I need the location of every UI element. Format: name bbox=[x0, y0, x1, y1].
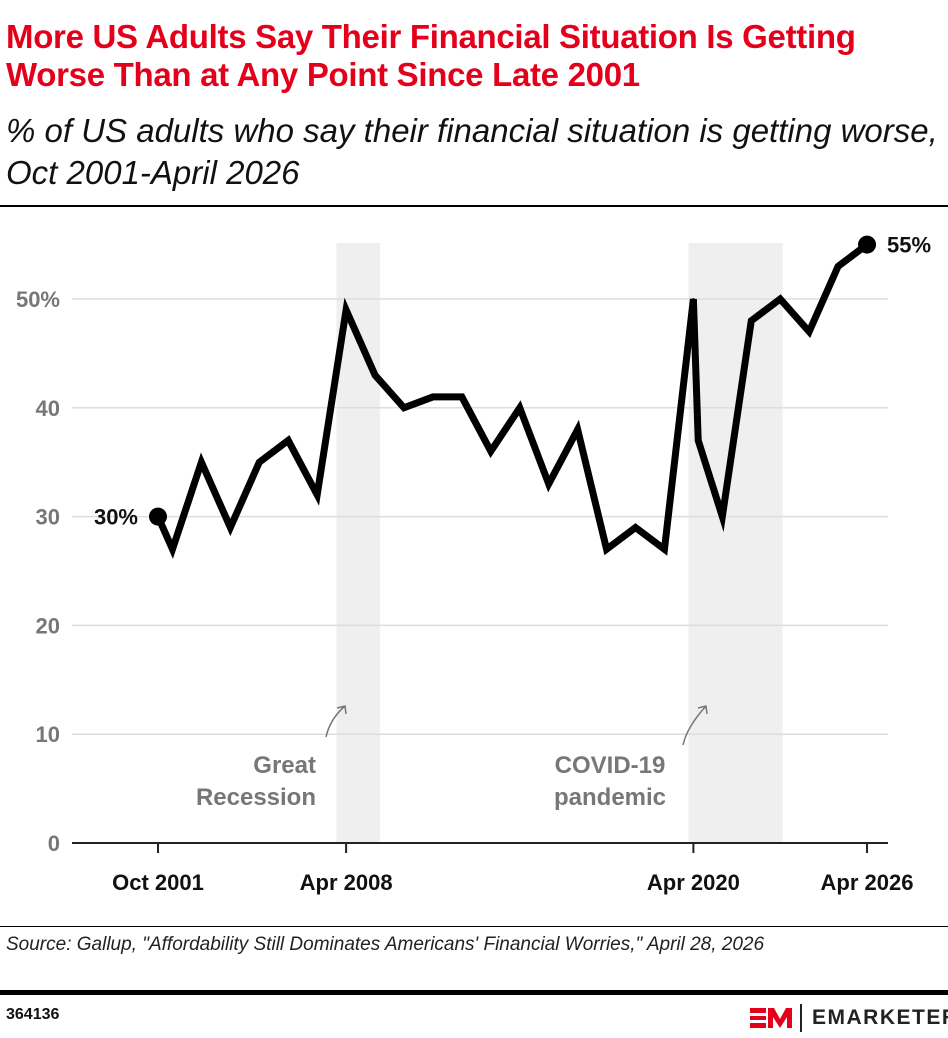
data-label: 30% bbox=[94, 505, 138, 530]
chart-subtitle: % of US adults who say their financial s… bbox=[6, 112, 938, 191]
data-point bbox=[229, 526, 232, 529]
data-point bbox=[663, 548, 666, 551]
data-point bbox=[460, 395, 463, 398]
chart-id: 364136 bbox=[6, 1006, 60, 1023]
data-point bbox=[576, 428, 579, 431]
x-tick-label: Apr 2020 bbox=[647, 870, 740, 895]
data-point bbox=[547, 482, 550, 485]
data-point bbox=[721, 515, 724, 518]
y-tick-label: 50% bbox=[16, 287, 60, 312]
header-divider bbox=[0, 205, 948, 207]
source-note: Source: Gallup, "Affordability Still Dom… bbox=[6, 934, 765, 955]
data-point bbox=[345, 308, 348, 311]
data-point bbox=[431, 395, 434, 398]
data-point bbox=[518, 406, 521, 409]
annotation-arrow bbox=[325, 705, 347, 738]
y-tick-label: 0 bbox=[48, 831, 60, 856]
data-point bbox=[374, 374, 377, 377]
y-tick-label: 10 bbox=[36, 722, 60, 747]
data-label: 55% bbox=[887, 233, 931, 258]
data-point bbox=[750, 319, 753, 322]
line-chart: 0 10 20 30 40 50% Oct 2001 Apr 2008 Apr 2020 Apr … bbox=[16, 233, 931, 895]
data-point bbox=[808, 330, 811, 333]
endpoint-marker bbox=[149, 507, 167, 526]
annotation-0: Great Recession bbox=[196, 752, 316, 811]
em-logo-icon bbox=[750, 1008, 792, 1028]
annotation-arrow bbox=[682, 705, 708, 746]
y-tick-label: 20 bbox=[36, 613, 60, 638]
data-point bbox=[634, 526, 637, 529]
y-tick-label: 40 bbox=[36, 396, 60, 421]
footer-divider bbox=[0, 990, 948, 995]
data-point bbox=[779, 298, 782, 300]
x-tick-label: Apr 2026 bbox=[821, 870, 914, 895]
shaded-period-1 bbox=[688, 243, 783, 843]
data-point bbox=[258, 461, 261, 464]
logo-separator bbox=[800, 1004, 802, 1032]
data-point bbox=[692, 298, 695, 300]
logo-wordmark: EMARKETER bbox=[812, 1006, 948, 1029]
y-tick-label: 30 bbox=[36, 505, 60, 530]
data-point bbox=[837, 265, 840, 268]
x-tick-label: Oct 2001 bbox=[112, 870, 204, 895]
data-point bbox=[697, 439, 700, 442]
data-point bbox=[605, 548, 608, 551]
source-divider bbox=[0, 926, 948, 927]
chart-title: More US Adults Say Their Financial Situa… bbox=[6, 18, 856, 93]
data-point bbox=[200, 461, 203, 464]
x-tick-label: Apr 2008 bbox=[300, 870, 393, 895]
data-point bbox=[316, 493, 319, 496]
data-point bbox=[402, 406, 405, 409]
data-point bbox=[171, 548, 174, 551]
annotation-1: COVID-19 pandemic bbox=[554, 752, 666, 811]
data-point bbox=[489, 450, 492, 453]
data-point bbox=[287, 439, 290, 442]
emarketer-logo: EMARKETER bbox=[750, 1004, 948, 1032]
endpoint-marker bbox=[858, 235, 877, 254]
